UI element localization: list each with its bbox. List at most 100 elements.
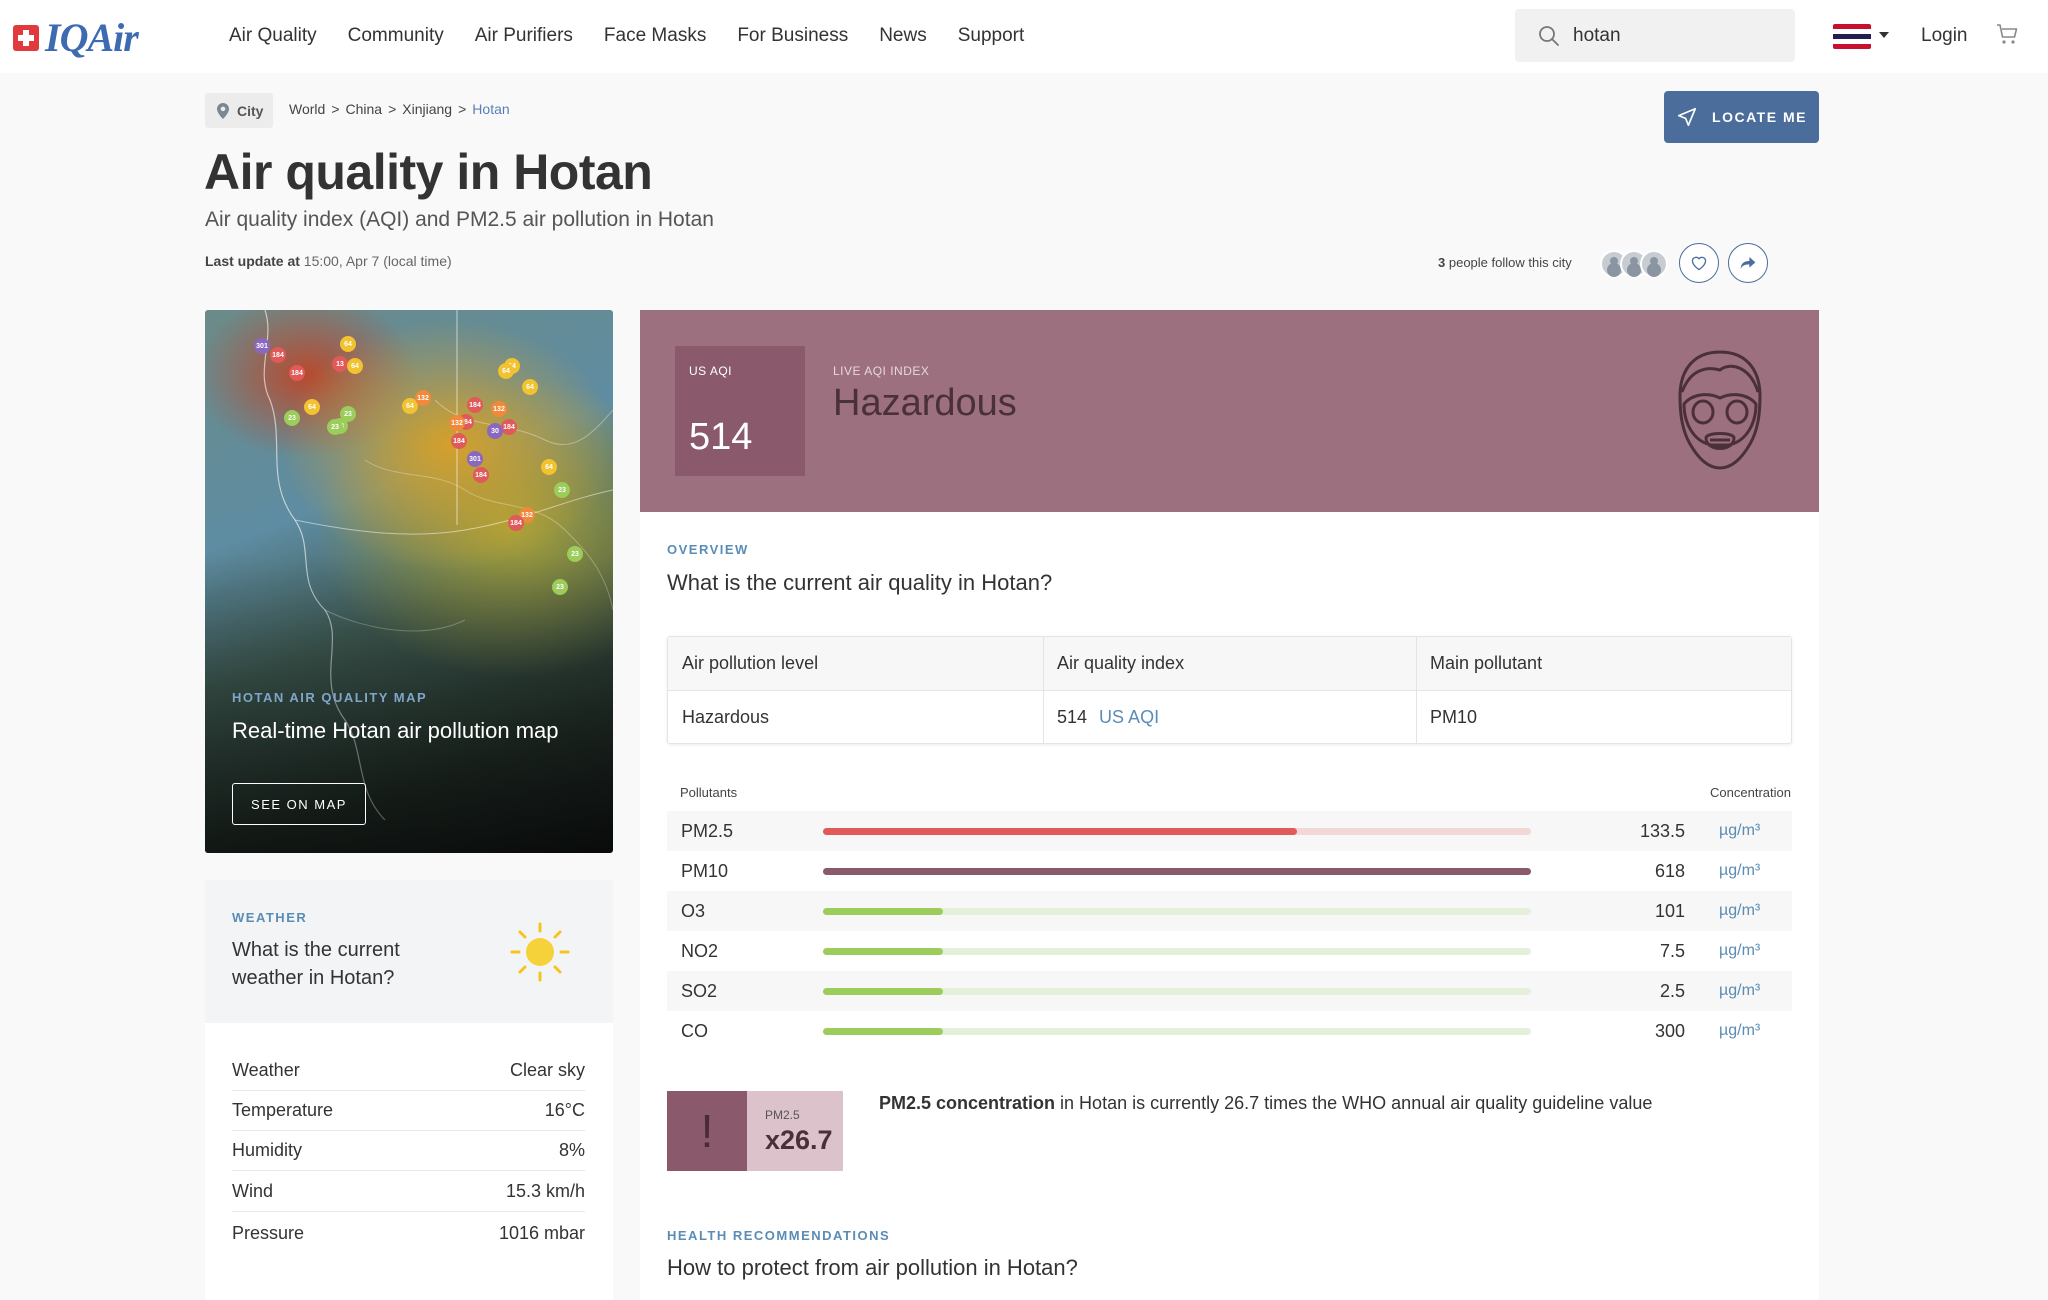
locate-me-button[interactable]: LOCATE ME — [1664, 91, 1819, 143]
weather-value: 8% — [558, 1140, 585, 1160]
weather-value: Clear sky — [509, 1060, 585, 1080]
overview-table-header — [668, 637, 1791, 691]
search-input[interactable] — [1573, 24, 1773, 47]
iqair-logo[interactable]: IQAir — [13, 18, 139, 58]
map-station-marker[interactable]: 23 — [567, 546, 583, 562]
pollutant-value: 133.5 — [1639, 820, 1685, 841]
who-multiplier-badge: ! PM2.5 x26.7 — [667, 1091, 843, 1171]
weather-row: Weather Clear sky — [232, 1051, 585, 1091]
overview-question: What is the current air quality in Hotan… — [667, 570, 1053, 595]
pollutant-bar-track — [823, 1027, 1531, 1035]
map-station-marker[interactable]: 184 — [473, 467, 489, 483]
pollutant-value: 101 — [1654, 900, 1685, 921]
map-station-marker[interactable]: 23 — [284, 410, 300, 426]
navigation-arrow-icon — [1677, 107, 1697, 127]
locate-me-label: LOCATE ME — [1712, 109, 1807, 125]
weather-value: 16°C — [544, 1100, 585, 1120]
weather-card-header: WEATHER What is the current weather in H… — [205, 880, 613, 1023]
top-navbar: IQAir Air Quality Community Air Purifier… — [0, 0, 2048, 73]
map-station-marker[interactable]: 132 — [449, 415, 465, 431]
share-arrow-icon — [1740, 257, 1756, 269]
map-station-marker[interactable]: 64 — [541, 459, 557, 475]
follow-button[interactable] — [1679, 243, 1719, 283]
who-rest: in Hotan is currently 26.7 times the WHO… — [1055, 1093, 1653, 1113]
map-station-marker[interactable]: 23 — [340, 406, 356, 422]
pollutant-bar-track — [823, 947, 1531, 955]
live-aqi-label: LIVE AQI INDEX — [833, 364, 930, 378]
cart-icon[interactable] — [1995, 22, 2019, 46]
map-station-marker[interactable]: 64 — [347, 358, 363, 374]
pollutant-bar-fill — [823, 827, 1298, 835]
header-pollution-level: Air pollution level — [682, 653, 819, 673]
breadcrumb-china[interactable]: China — [345, 101, 383, 117]
breadcrumb-hotan: Hotan — [472, 101, 510, 117]
exclamation-icon: ! — [667, 1091, 747, 1171]
map-station-marker[interactable]: 301 — [467, 451, 483, 467]
map-station-marker[interactable]: 184 — [451, 433, 467, 449]
pollutant-bar-fill — [823, 947, 944, 955]
nav-community[interactable]: Community — [347, 25, 444, 46]
who-guideline-text: PM2.5 concentration in Hotan is currentl… — [879, 1093, 1652, 1114]
location-pin-icon — [217, 102, 229, 119]
breadcrumb-xinjiang[interactable]: Xinjiang — [402, 101, 453, 117]
see-on-map-button[interactable]: SEE ON MAP — [232, 783, 366, 825]
multiplier-box: PM2.5 x26.7 — [747, 1091, 843, 1171]
pollutant-value: 7.5 — [1659, 940, 1685, 961]
chevron-down-icon[interactable] — [1879, 32, 1889, 38]
weather-row: Humidity 8% — [232, 1131, 585, 1171]
breadcrumb: World > China > Xinjiang > Hotan — [289, 101, 510, 117]
map-station-marker[interactable]: 184 — [289, 365, 305, 381]
map-station-marker[interactable]: 23 — [554, 482, 570, 498]
login-link[interactable]: Login — [1921, 25, 1968, 46]
pollutant-bar-track — [823, 987, 1531, 995]
map-station-marker[interactable]: 132 — [491, 401, 507, 417]
nav-air-quality[interactable]: Air Quality — [229, 25, 317, 46]
pollutant-unit: µg/m³ — [1719, 982, 1761, 999]
map-station-marker[interactable]: 64 — [304, 399, 320, 415]
map-station-marker[interactable]: 64 — [522, 379, 538, 395]
breadcrumb-separator: > — [458, 101, 467, 117]
nav-air-purifiers[interactable]: Air Purifiers — [474, 25, 573, 46]
city-chip-label: City — [237, 102, 264, 119]
map-station-marker[interactable]: 132 — [415, 390, 431, 406]
main-nav: Air Quality Community Air Purifiers Face… — [229, 25, 1055, 47]
map-station-marker[interactable]: 23 — [327, 419, 343, 435]
thailand-flag-icon[interactable] — [1833, 24, 1871, 49]
share-button[interactable] — [1728, 243, 1768, 283]
map-station-marker[interactable]: 30 — [487, 423, 503, 439]
map-station-marker[interactable]: 184 — [467, 397, 483, 413]
search-box[interactable] — [1515, 9, 1795, 62]
pollutant-unit: µg/m³ — [1719, 942, 1761, 959]
map-station-marker[interactable]: 13 — [332, 356, 348, 372]
map-station-marker[interactable]: 64 — [340, 336, 356, 352]
weather-label: Pressure — [232, 1222, 305, 1243]
map-station-marker[interactable]: 64 — [402, 398, 418, 414]
breadcrumb-world[interactable]: World — [289, 101, 326, 117]
map-station-marker[interactable]: 64 — [498, 363, 514, 379]
map-station-marker[interactable]: 184 — [270, 347, 286, 363]
pollutant-bar-fill — [823, 907, 944, 915]
health-question: How to protect from air pollution in Hot… — [667, 1255, 1078, 1280]
pollutant-name: CO — [681, 1020, 708, 1041]
weather-label: Temperature — [232, 1100, 334, 1120]
table-divider — [1416, 637, 1417, 743]
weather-value: 15.3 km/h — [505, 1181, 585, 1201]
pollutant-row: SO2 2.5 µg/m³ — [667, 971, 1792, 1011]
map-station-marker[interactable]: 184 — [501, 419, 517, 435]
multiplier-value: x26.7 — [765, 1125, 833, 1155]
air-quality-map-card[interactable]: 3011841846413642364232323641321841321841… — [205, 310, 613, 853]
map-station-marker[interactable]: 301 — [254, 338, 270, 354]
nav-support[interactable]: Support — [957, 25, 1025, 46]
pollutant-name: SO2 — [681, 980, 718, 1001]
concentration-header: Concentration — [1710, 785, 1791, 800]
nav-for-business[interactable]: For Business — [737, 25, 849, 46]
city-chip: City — [205, 93, 274, 128]
map-station-marker[interactable]: 184 — [508, 515, 524, 531]
nav-news[interactable]: News — [879, 25, 927, 46]
map-station-marker[interactable]: 23 — [552, 579, 568, 595]
pollutant-row: CO 300 µg/m³ — [667, 1011, 1792, 1051]
heart-icon — [1691, 256, 1707, 271]
map-shade — [205, 310, 613, 853]
nav-face-masks[interactable]: Face Masks — [603, 25, 707, 46]
pollutant-row: O3 101 µg/m³ — [667, 891, 1792, 931]
